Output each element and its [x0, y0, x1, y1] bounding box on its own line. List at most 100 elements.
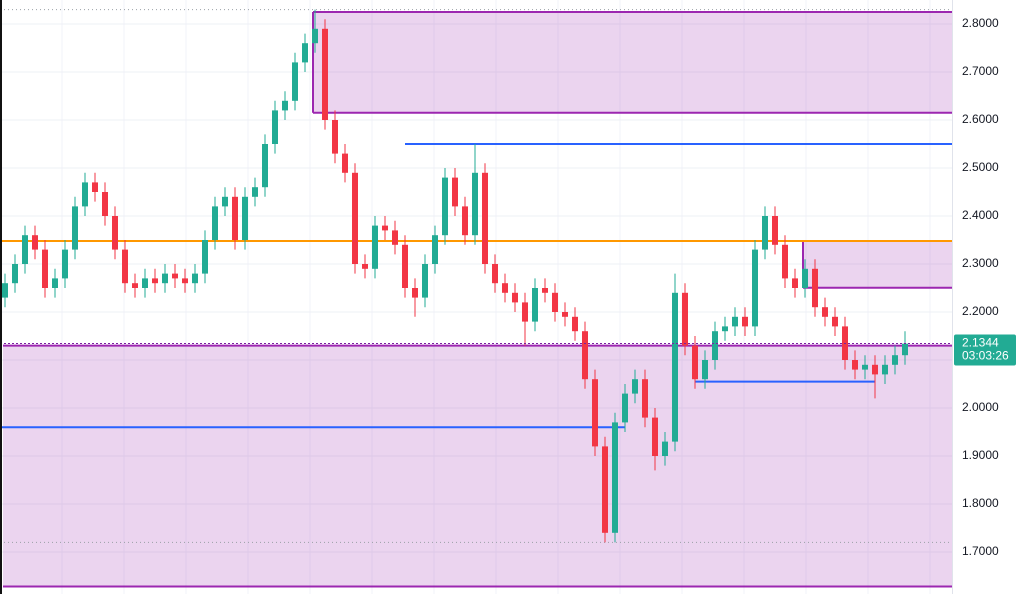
- candle-body: [352, 172, 358, 264]
- candle-body: [482, 172, 488, 264]
- candle-body: [82, 182, 88, 207]
- candle-body: [282, 100, 288, 111]
- candle-body: [722, 326, 728, 332]
- candle-body: [422, 264, 428, 298]
- candle-body: [92, 182, 98, 192]
- candle-body: [832, 316, 838, 327]
- candle-body: [632, 379, 638, 394]
- candle-body: [322, 28, 328, 120]
- candle-body: [702, 360, 708, 380]
- candle-body: [172, 273, 178, 279]
- candle-body: [652, 417, 658, 456]
- last-price-box: [954, 334, 1016, 366]
- candle-body: [672, 292, 678, 442]
- candle-body: [242, 196, 248, 240]
- y-tick-label: 2.4000: [962, 208, 999, 222]
- candle-body: [762, 216, 768, 250]
- candle-body: [512, 292, 518, 303]
- y-tick-label: 2.8000: [962, 16, 999, 30]
- candle-body: [642, 379, 648, 418]
- candle-body: [742, 316, 748, 327]
- candle-body: [192, 273, 198, 284]
- candle-body: [12, 264, 18, 284]
- candle-body: [472, 172, 478, 236]
- candle-body: [72, 206, 78, 250]
- candle-body: [272, 110, 278, 144]
- zone: [3, 345, 952, 587]
- candle-body: [562, 312, 568, 317]
- y-tick-label: 1.8000: [962, 496, 999, 510]
- candle-body: [712, 331, 718, 360]
- candle-body: [372, 225, 378, 269]
- y-tick-label: 2.7000: [962, 64, 999, 78]
- countdown-label: 03:03:26: [962, 349, 1009, 363]
- zone: [803, 240, 952, 288]
- candle-body: [32, 235, 38, 250]
- candle-body: [222, 196, 228, 207]
- candle-body: [42, 249, 48, 288]
- candle-body: [752, 249, 758, 327]
- y-tick-label: 1.7000: [962, 544, 999, 558]
- candle-body: [892, 355, 898, 365]
- candle-body: [492, 264, 498, 284]
- candle-body: [202, 240, 208, 274]
- candle-body: [812, 268, 818, 308]
- y-tick-label: 2.5000: [962, 160, 999, 174]
- candle-body: [552, 292, 558, 312]
- candle-body: [522, 302, 528, 322]
- candle-body: [292, 62, 298, 101]
- candle-body: [532, 288, 538, 322]
- candle-body: [162, 273, 168, 284]
- candle-body: [412, 288, 418, 298]
- candle-body: [102, 192, 108, 216]
- candle-body: [252, 187, 258, 197]
- candle-body: [402, 244, 408, 288]
- candle-body: [122, 249, 128, 284]
- candle-body: [342, 153, 348, 173]
- candle-body: [392, 230, 398, 245]
- y-tick-label: 1.9000: [962, 448, 999, 462]
- candle-body: [312, 28, 318, 44]
- candle-body: [302, 43, 308, 63]
- candle-body: [622, 393, 628, 423]
- candle-body: [332, 120, 338, 154]
- candle-body: [852, 360, 858, 370]
- candle-body: [142, 278, 148, 288]
- candle-body: [452, 177, 458, 207]
- candle-body: [582, 331, 588, 380]
- candle-body: [362, 264, 368, 269]
- y-tick-label: 2.2000: [962, 304, 999, 318]
- candle-body: [262, 144, 268, 188]
- candle-body: [902, 343, 908, 356]
- last-price-label: 2.1344: [962, 336, 999, 350]
- candle-body: [232, 196, 238, 240]
- candle-body: [132, 283, 138, 288]
- candle-body: [782, 244, 788, 279]
- candle-body: [62, 249, 68, 279]
- candle-body: [462, 206, 468, 236]
- candle-body: [872, 364, 878, 375]
- candle-body: [572, 316, 578, 332]
- candle-body: [882, 364, 888, 375]
- y-tick-label: 2.0000: [962, 400, 999, 414]
- candle-body: [442, 177, 448, 236]
- candle-body: [692, 345, 698, 380]
- candle-body: [432, 235, 438, 264]
- candle-body: [772, 216, 778, 245]
- candle-body: [542, 288, 548, 293]
- y-tick-label: 2.6000: [962, 112, 999, 126]
- zone: [313, 12, 952, 113]
- candle-body: [602, 446, 608, 533]
- candle-body: [2, 283, 8, 298]
- candle-body: [52, 278, 58, 288]
- candle-body: [152, 278, 158, 284]
- candle-body: [112, 216, 118, 250]
- candle-body: [802, 268, 808, 288]
- candle-body: [612, 422, 618, 533]
- candle-body: [382, 225, 388, 231]
- candle-body: [22, 235, 28, 264]
- candle-body: [732, 316, 738, 327]
- y-tick-label: 2.3000: [962, 256, 999, 270]
- candle-body: [682, 292, 688, 346]
